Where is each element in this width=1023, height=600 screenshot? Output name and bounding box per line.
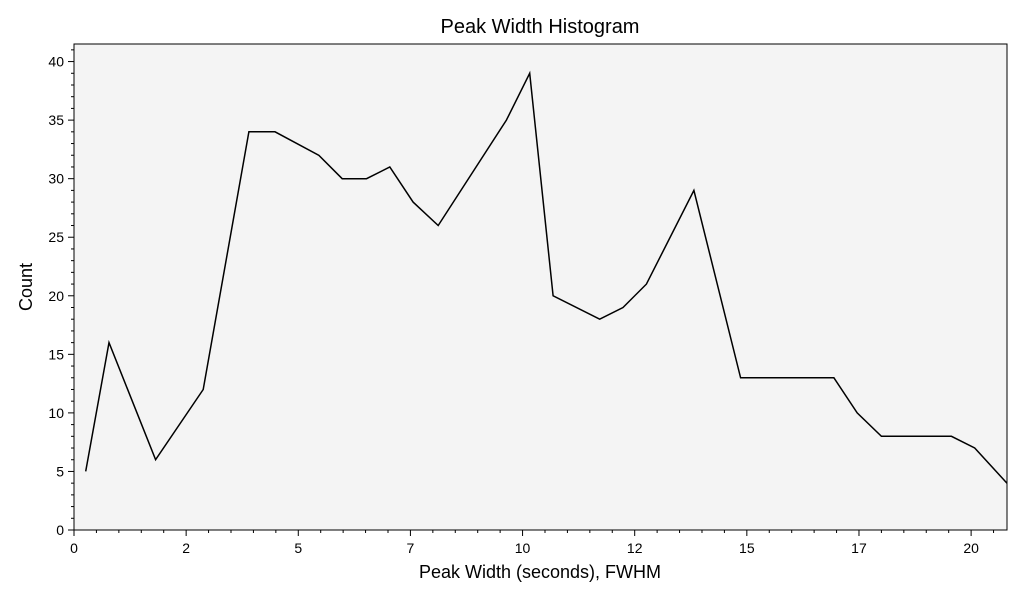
- x-tick-label: 5: [294, 540, 302, 556]
- y-axis: 0 5 10 15 20 25 30 35 40: [48, 49, 74, 538]
- x-axis-title: Peak Width (seconds), FWHM: [419, 562, 661, 582]
- y-axis-title: Count: [16, 263, 36, 311]
- x-tick-label: 2: [182, 540, 190, 556]
- plot-area: [73, 43, 1008, 531]
- x-tick-label: 17: [851, 540, 867, 556]
- x-tick-label: 12: [627, 540, 643, 556]
- series-line: [84, 70, 1008, 484]
- y-tick-label: 15: [48, 346, 64, 362]
- x-tick-label: 15: [739, 540, 755, 556]
- x-tick-label: 7: [407, 540, 415, 556]
- y-tick-label: 35: [48, 112, 64, 128]
- y-tick-label: 20: [48, 288, 64, 304]
- x-tick-label: 20: [963, 540, 979, 556]
- x-tick-label: 0: [70, 540, 78, 556]
- x-axis: 0 2 5 7 10 12 15 17 20: [70, 530, 995, 556]
- chart-title: Peak Width Histogram: [441, 16, 640, 38]
- y-tick-label: 25: [48, 229, 64, 245]
- y-tick-label: 5: [56, 463, 64, 479]
- y-tick-label: 30: [48, 171, 64, 187]
- y-tick-label: 10: [48, 405, 64, 421]
- series-layer: [84, 70, 1008, 484]
- y-tick-label: 40: [48, 54, 64, 70]
- x-tick-label: 10: [515, 540, 531, 556]
- y-tick-label: 0: [56, 522, 64, 538]
